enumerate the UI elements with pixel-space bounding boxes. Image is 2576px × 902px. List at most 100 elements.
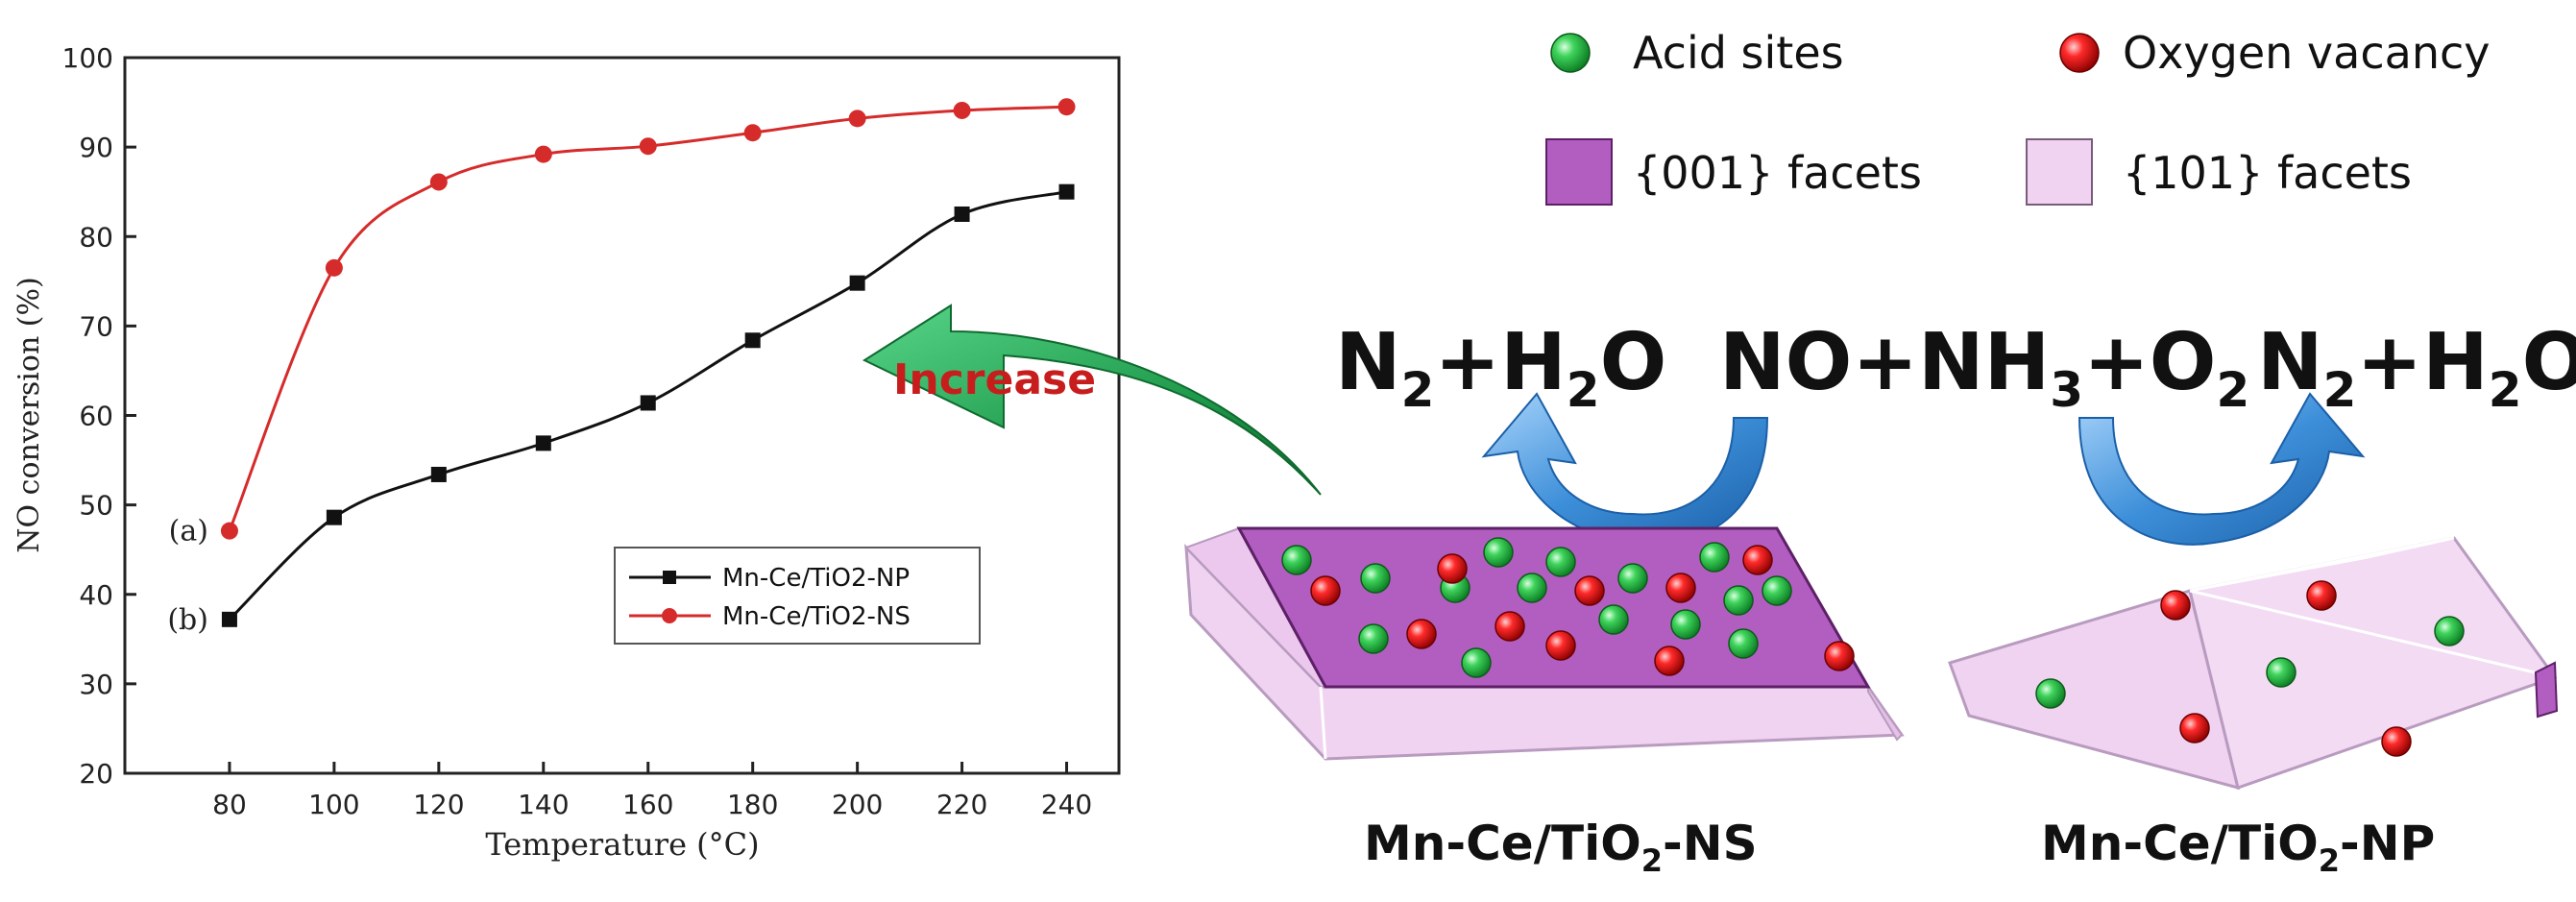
data-point-mn-ce-tio2-np bbox=[1058, 183, 1075, 200]
data-point-mn-ce-tio2-np bbox=[744, 332, 761, 349]
acid-site-dot bbox=[1723, 585, 1754, 616]
acid-site-dot bbox=[1461, 647, 1492, 678]
acid-site-dot bbox=[1517, 573, 1547, 603]
y-tick-label: 60 bbox=[79, 401, 113, 432]
blue-arrow-left-shape bbox=[1481, 392, 1769, 546]
x-tick-label: 140 bbox=[518, 789, 569, 820]
acid-site-dot bbox=[1762, 575, 1792, 606]
caption-np: Mn-Ce/TiO2-NP bbox=[2041, 816, 2435, 879]
acid-site-dot bbox=[2266, 657, 2297, 688]
active-sites bbox=[1281, 537, 2465, 757]
series-label-a: (a) bbox=[169, 515, 208, 549]
np-left-face bbox=[1948, 589, 2241, 791]
data-point-mn-ce-tio2-np bbox=[849, 275, 865, 291]
data-point-mn-ce-tio2-ns bbox=[220, 522, 238, 540]
y-tick-label: 90 bbox=[79, 132, 113, 163]
data-point-mn-ce-tio2-ns bbox=[848, 110, 866, 128]
oxygen-vacancy-dot bbox=[1654, 646, 1685, 676]
oxygen-vacancy-dot bbox=[1495, 611, 1525, 642]
acid-site-dot bbox=[1598, 604, 1629, 635]
facet-001-swatch bbox=[1545, 138, 1613, 206]
series-layer bbox=[220, 98, 1076, 627]
y-tick-label: 50 bbox=[79, 490, 113, 522]
oxygen-vacancy-dot bbox=[1665, 573, 1696, 603]
diagram-legend: Acid sites Oxygen vacancy {001} facets {… bbox=[1545, 27, 2491, 206]
acid-site-dot bbox=[2434, 616, 2465, 646]
acid-site-dot bbox=[1483, 537, 1514, 568]
acid-site-legend-icon bbox=[1550, 33, 1591, 73]
increase-arrow: Increase bbox=[862, 304, 1322, 496]
data-point-mn-ce-tio2-np bbox=[535, 435, 551, 451]
chart: 20 30 40 50 60 70 80 90 100 80 100 120 140 160 180 200… bbox=[12, 42, 1121, 863]
reactants-formula: NO+NH3+O2 bbox=[1719, 317, 2249, 418]
facets-001-label: {001} facets bbox=[1633, 147, 1922, 199]
data-point-mn-ce-tio2-np bbox=[221, 611, 237, 627]
oxygen-vacancy-dot bbox=[1824, 641, 1855, 671]
legend-label-np: Mn-Ce/TiO2-NP bbox=[722, 564, 910, 593]
np-ridge bbox=[2189, 589, 2556, 679]
data-point-mn-ce-tio2-np bbox=[430, 466, 447, 482]
oxygen-vacancy-dot bbox=[2381, 726, 2412, 757]
acid-site-dot bbox=[1545, 547, 1576, 577]
acid-site-dot bbox=[1358, 623, 1389, 654]
oxygen-vacancy-dot bbox=[1545, 630, 1576, 661]
data-point-mn-ce-tio2-np bbox=[954, 206, 970, 222]
np-tip-face-001 bbox=[2534, 661, 2559, 719]
oxygen-vacancy-dot bbox=[1437, 553, 1468, 584]
caption-ns: Mn-Ce/TiO2-NS bbox=[1364, 816, 1758, 879]
data-point-mn-ce-tio2-ns bbox=[429, 173, 448, 191]
legend-marker-ns bbox=[662, 608, 677, 623]
data-point-mn-ce-tio2-ns bbox=[953, 101, 971, 119]
data-point-mn-ce-tio2-ns bbox=[1057, 98, 1076, 116]
series-label-b: (b) bbox=[167, 603, 208, 637]
oxygen-vacancy-label: Oxygen vacancy bbox=[2123, 27, 2491, 79]
x-tick-label: 160 bbox=[622, 789, 673, 820]
acid-site-dot bbox=[1670, 609, 1701, 640]
oxygen-vacancy-dot bbox=[1310, 575, 1341, 606]
np-top-face bbox=[2189, 536, 2455, 593]
blue-arrow-left bbox=[1481, 392, 1769, 546]
legend-marker-np bbox=[663, 571, 676, 584]
y-tick-label: 70 bbox=[79, 310, 113, 342]
chart-legend-box bbox=[614, 547, 981, 645]
chart-legend: Mn-Ce/TiO2-NP Mn-Ce/TiO2-NS bbox=[614, 547, 981, 645]
legend-label-ns: Mn-Ce/TiO2-NS bbox=[722, 602, 911, 631]
acid-site-dot bbox=[1281, 545, 1312, 575]
data-point-mn-ce-tio2-ns bbox=[743, 124, 762, 142]
nanoparticle-crystal bbox=[1948, 536, 2559, 791]
oxygen-vacancy-dot bbox=[2160, 590, 2191, 621]
oxygen-vacancy-dot bbox=[1574, 575, 1605, 606]
x-tick-label: 220 bbox=[936, 789, 987, 820]
data-point-mn-ce-tio2-ns bbox=[325, 258, 343, 277]
facet-101-swatch bbox=[2026, 138, 2093, 206]
oxygen-vacancy-dot bbox=[2306, 580, 2337, 611]
y-tick-label: 80 bbox=[79, 221, 113, 253]
acid-site-dot bbox=[1699, 542, 1730, 573]
increase-arrow-shape bbox=[862, 304, 1322, 496]
x-tick-label: 120 bbox=[413, 789, 464, 820]
reaction-formulas: N2+H2O NO+NH3+O2 N2+H2O bbox=[1335, 317, 2576, 418]
data-point-mn-ce-tio2-ns bbox=[639, 137, 657, 156]
data-point-mn-ce-tio2-np bbox=[640, 395, 656, 411]
data-point-mn-ce-tio2-np bbox=[326, 509, 342, 525]
x-tick-label: 80 bbox=[212, 789, 247, 820]
blue-arrow-right bbox=[2078, 392, 2366, 546]
data-point-mn-ce-tio2-ns bbox=[534, 145, 552, 163]
y-tick-label: 40 bbox=[79, 579, 113, 611]
oxygen-vacancy-dot bbox=[1742, 545, 1773, 575]
x-axis-ticks: 80 100 120 140 160 180 200 220 240 bbox=[212, 762, 1092, 820]
acid-site-dot bbox=[1360, 563, 1391, 594]
acid-site-dot bbox=[1728, 628, 1759, 659]
acid-site-dot bbox=[1617, 563, 1648, 594]
blue-arrow-right-shape bbox=[2078, 392, 2366, 546]
oxygen-vacancy-dot bbox=[1406, 619, 1437, 649]
acid-sites-label: Acid sites bbox=[1633, 27, 1844, 79]
y-tick-label: 30 bbox=[79, 669, 113, 700]
x-tick-label: 240 bbox=[1041, 789, 1092, 820]
facets-101-label: {101} facets bbox=[2123, 147, 2412, 199]
y-axis-label: NO conversion (%) bbox=[12, 277, 46, 552]
y-tick-label: 100 bbox=[62, 42, 113, 74]
y-axis-ticks: 20 30 40 50 60 70 80 90 100 bbox=[62, 42, 136, 790]
product-left-formula: N2+H2O bbox=[1335, 317, 1666, 418]
acid-site-dot bbox=[2035, 678, 2066, 709]
